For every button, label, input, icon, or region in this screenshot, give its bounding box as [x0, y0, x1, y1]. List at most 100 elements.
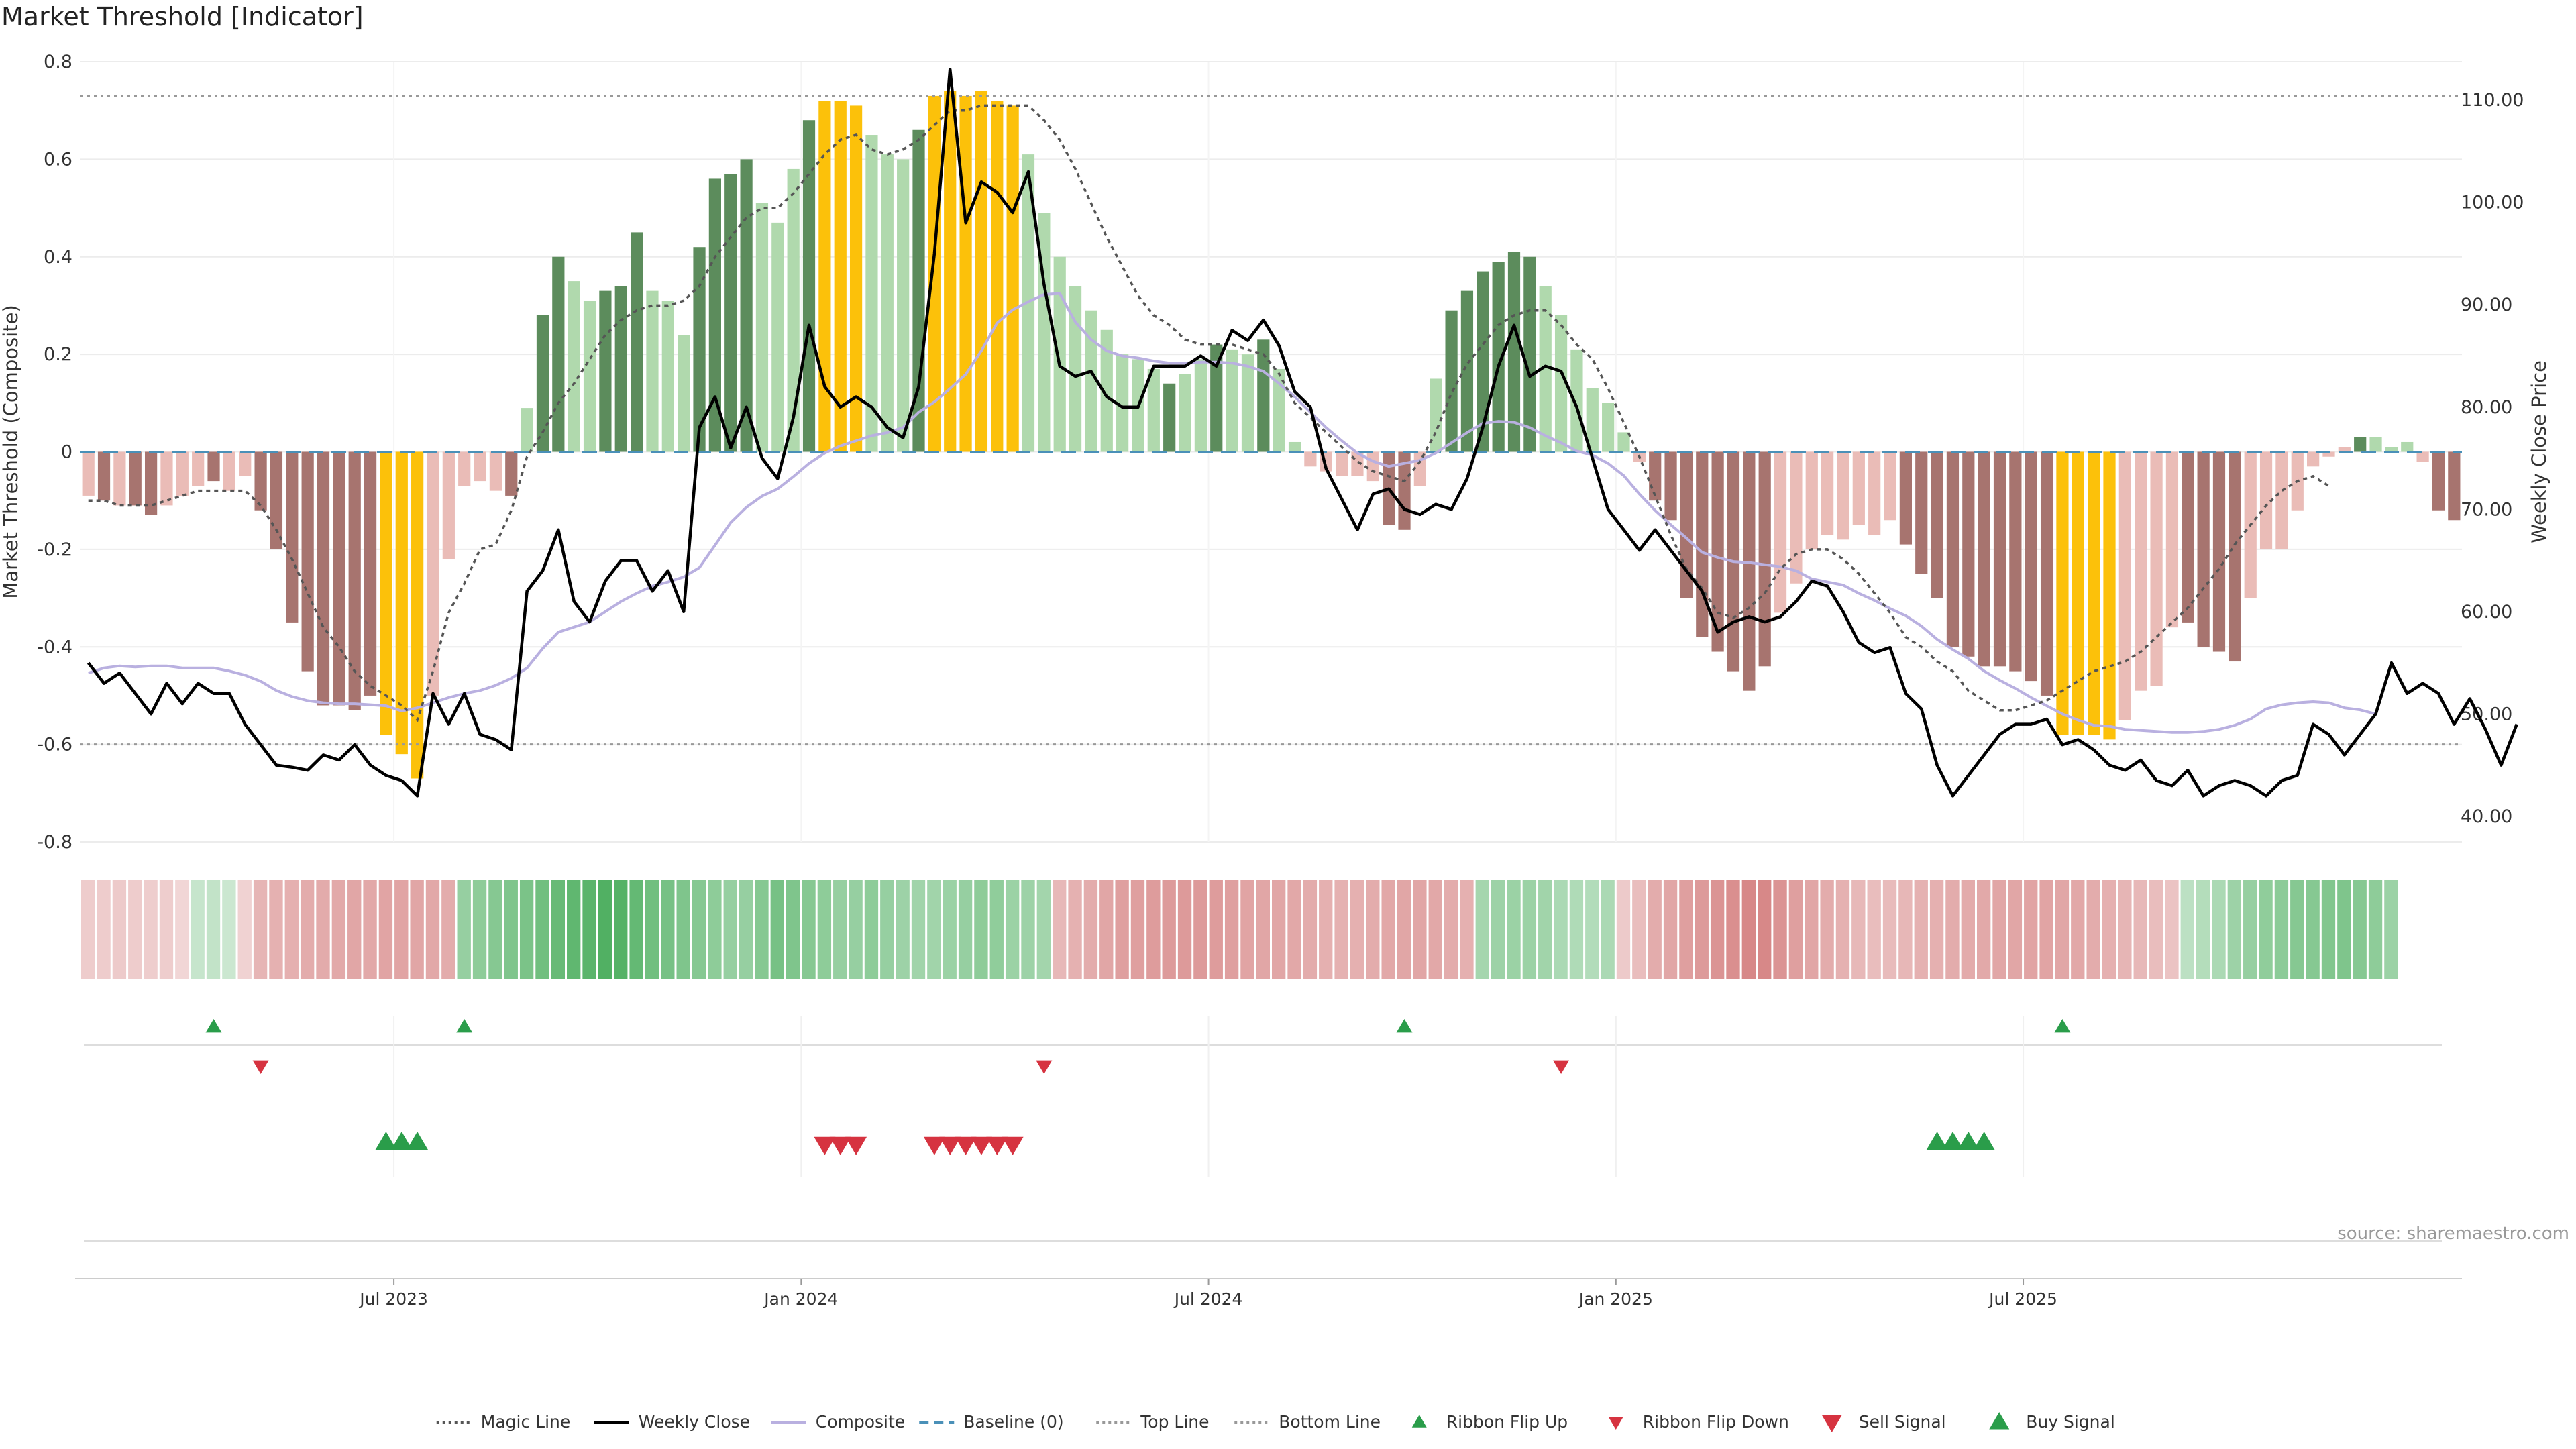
ribbon-cell — [1334, 880, 1348, 979]
legend-label: Top Line — [1140, 1412, 1209, 1432]
ribbon-cell — [300, 880, 315, 979]
ribbon-cell — [1585, 880, 1599, 979]
ribbon-cell — [284, 880, 299, 979]
ribbon-cell — [1788, 880, 1803, 979]
buy-signal-marker — [407, 1132, 429, 1150]
ribbon-cell — [1256, 880, 1270, 979]
composite-bar — [458, 451, 471, 486]
composite-bar — [2150, 451, 2163, 686]
ribbon-cell — [394, 880, 409, 979]
sell-signal-marker — [986, 1136, 1008, 1155]
ribbon-cell — [472, 880, 487, 979]
composite-bar — [144, 451, 158, 515]
ribbon-flip-up-marker — [205, 1019, 222, 1033]
legend-label: Bottom Line — [1279, 1412, 1381, 1432]
y-tick-label: -0.6 — [37, 735, 72, 755]
composite-bar — [771, 222, 784, 452]
ribbon-cell — [1272, 880, 1286, 979]
composite-bar — [2088, 451, 2100, 735]
composite-bar — [2275, 451, 2288, 549]
composite-bar — [1664, 451, 1677, 521]
ribbon-cell — [1162, 880, 1176, 979]
ribbon-cell — [598, 880, 612, 979]
ribbon-cell — [676, 880, 690, 979]
composite-bar — [1837, 451, 1849, 540]
ribbon-cell — [1366, 880, 1380, 979]
composite-bar — [802, 120, 816, 452]
ribbon-cell — [457, 880, 471, 979]
buy-signal-marker — [390, 1132, 413, 1150]
composite-bar — [1226, 349, 1238, 452]
ribbon-cell — [1005, 880, 1020, 979]
composite-bar — [1179, 374, 1191, 452]
buy-signal-marker — [1926, 1132, 1948, 1150]
composite-bar — [82, 451, 95, 496]
legend-label: Weekly Close — [639, 1412, 750, 1432]
composite-bar — [1586, 388, 1599, 452]
ribbon-cell — [1679, 880, 1693, 979]
ribbon-cell — [1929, 880, 1944, 979]
ribbon-cell — [1428, 880, 1442, 979]
y2-axis-label: Weekly Close Price — [2528, 360, 2551, 543]
composite-bar — [1335, 451, 1348, 476]
composite-bar — [1868, 451, 1881, 535]
ribbon-cell — [833, 880, 847, 979]
composite-bar — [693, 247, 706, 452]
ribbon-cell — [2243, 880, 2257, 979]
composite-bar — [223, 451, 235, 491]
ribbon-cell — [81, 880, 95, 979]
composite-bar — [2103, 451, 2116, 740]
ribbon-flip-up-marker — [456, 1019, 473, 1033]
buy-signal-marker — [1957, 1132, 1980, 1150]
ribbon-cell — [2196, 880, 2210, 979]
ribbon-cell — [1036, 880, 1051, 979]
ribbon-cell — [2306, 880, 2320, 979]
composite-bar — [583, 301, 596, 452]
ribbon-cell — [723, 880, 737, 979]
ribbon-cell — [614, 880, 628, 979]
ribbon-cell — [1209, 880, 1223, 979]
composite-bar — [708, 178, 721, 452]
sell-signal-marker — [814, 1136, 836, 1155]
ribbon-cell — [1976, 880, 1991, 979]
composite-bar — [1962, 451, 1975, 657]
legend-label: Composite — [816, 1412, 905, 1432]
ribbon-cell — [159, 880, 174, 979]
composite-bar — [2354, 437, 2367, 452]
ribbon-cell — [316, 880, 330, 979]
composite-bar — [1931, 451, 1943, 598]
ribbon-cell — [206, 880, 221, 979]
composite-bar — [2401, 441, 2414, 452]
chart-title: Market Threshold [Indicator] — [1, 2, 364, 32]
composite-bar — [1194, 359, 1208, 452]
composite-bar — [1069, 286, 1082, 452]
composite-bar — [1053, 256, 1066, 452]
ribbon-cell — [2353, 880, 2367, 979]
ribbon-cell — [1632, 880, 1646, 979]
ribbon-cell — [191, 880, 205, 979]
ribbon-cell — [1867, 880, 1881, 979]
legend-item: Top Line — [1096, 1412, 1209, 1432]
ribbon-cell — [974, 880, 988, 979]
composite-bar — [2322, 451, 2335, 457]
ribbon-cell — [817, 880, 832, 979]
legend-item: Sell Signal — [1821, 1412, 1946, 1432]
composite-bar — [1758, 451, 1771, 667]
composite-bar — [1978, 451, 1990, 667]
composite-bar — [2307, 451, 2320, 467]
weekly-close-line — [87, 68, 2518, 798]
ribbon-cell — [1021, 880, 1035, 979]
composite-bar — [1100, 329, 1113, 452]
composite-bar — [944, 91, 957, 452]
composite-bar — [1821, 451, 1834, 535]
x-tick-label: Jan 2025 — [1578, 1289, 1653, 1309]
ribbon-cell — [1945, 880, 1960, 979]
legend-item: Ribbon Flip Down — [1608, 1412, 1789, 1432]
composite-bar — [2118, 451, 2131, 720]
composite-bar — [2385, 447, 2398, 452]
composite-bar — [2369, 437, 2382, 452]
x-axis: Jul 2023 Jan 2024 Jul 2024 Jan 2025 Jul 2025 — [75, 1278, 2462, 1309]
ribbon-cell — [1914, 880, 1928, 979]
composite-bar — [2416, 451, 2429, 462]
ribbon-cell — [1053, 880, 1067, 979]
